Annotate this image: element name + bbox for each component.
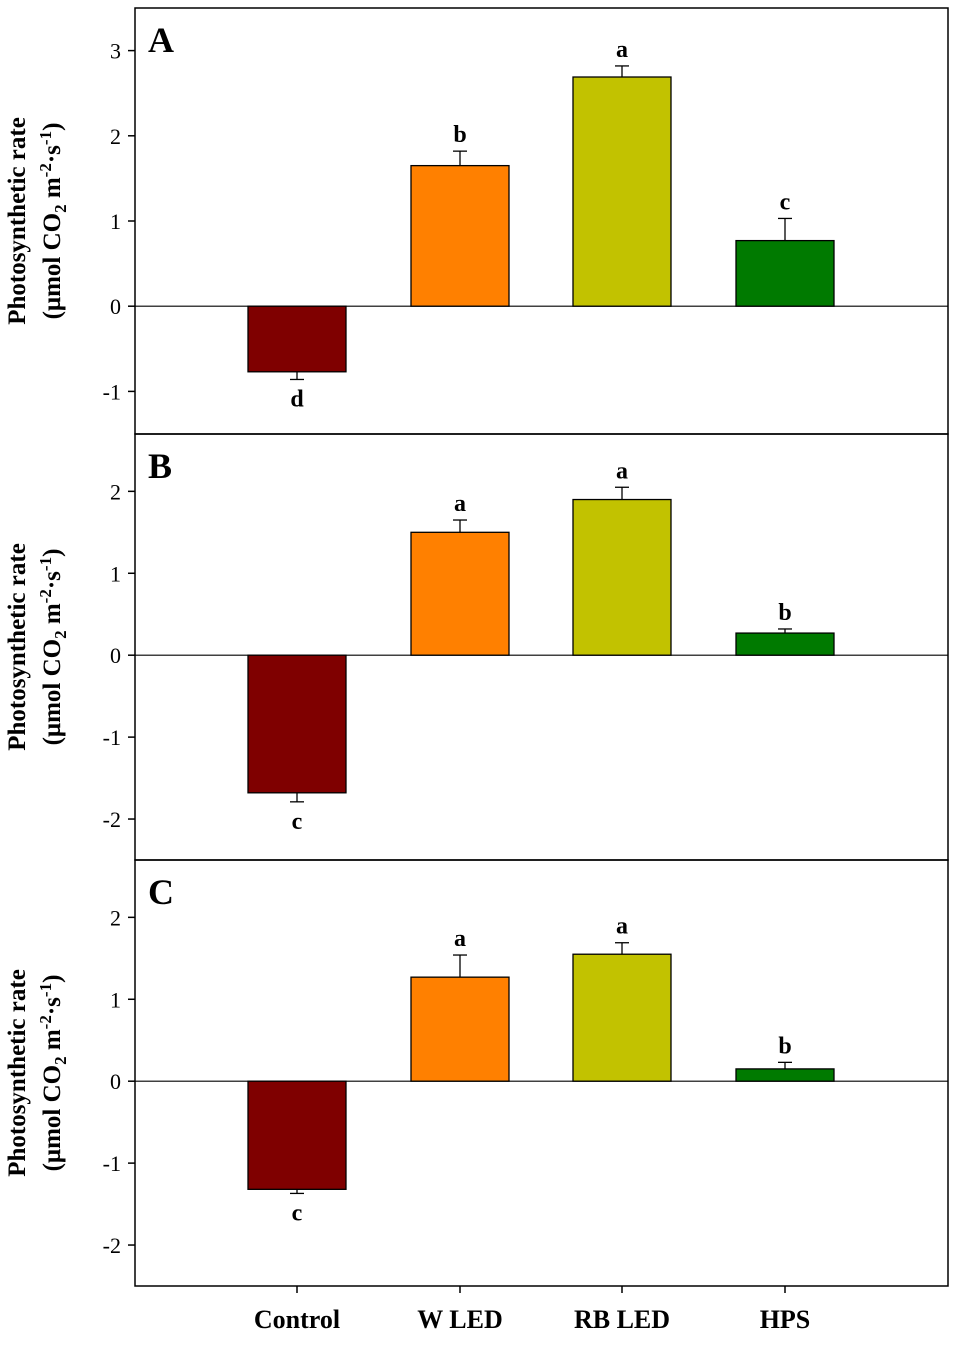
bar-rb-led (572, 498, 672, 656)
y-tick-label: 0 (110, 643, 121, 668)
panel-letter: C (148, 872, 174, 912)
significance-label: c (780, 189, 791, 215)
panel-a: -1 0 1 2 3 d b a c A Photosynthetic rate (μmol CO2 … (4, 7, 949, 435)
panel-letter: A (148, 20, 174, 60)
significance-label: a (454, 926, 466, 952)
bar-w-led (410, 976, 510, 1082)
y-tick-label: 0 (110, 1069, 121, 1094)
y-tick-label: -2 (103, 807, 121, 832)
x-category-label: RB LED (574, 1305, 670, 1334)
significance-label: a (616, 914, 628, 940)
y-axis-label-line1: Photosynthetic rate (4, 117, 31, 325)
y-tick-label: 1 (110, 987, 121, 1012)
y-axis-label-line2: (μmol CO2 m-2·s-1) (36, 975, 70, 1172)
bar-hps (735, 632, 835, 656)
bar-rb-led (572, 76, 672, 307)
x-category-label: HPS (760, 1305, 811, 1334)
significance-label: d (290, 386, 304, 412)
bar-w-led (410, 164, 510, 307)
significance-label: c (292, 809, 303, 835)
panel-b: -2 -1 0 1 2 c a a b B Photosynthetic rate (μmol CO2… (4, 433, 949, 861)
significance-label: b (778, 1033, 791, 1059)
y-axis-label-line2: (μmol CO2 m-2·s-1) (36, 549, 70, 746)
significance-label: c (292, 1200, 303, 1226)
bar-control (247, 1080, 347, 1190)
bar-rb-led (572, 953, 672, 1082)
x-category-label: W LED (417, 1305, 503, 1334)
bar-w-led (410, 531, 510, 656)
bar-control (247, 305, 347, 373)
y-tick-label: 2 (110, 479, 121, 504)
significance-label: b (778, 600, 791, 626)
y-tick-label: 1 (110, 561, 121, 586)
significance-label: a (454, 491, 466, 517)
y-axis-label-line2: (μmol CO2 m-2·s-1) (36, 123, 70, 320)
x-category-label: Control (254, 1305, 340, 1334)
y-axis-label-line1: Photosynthetic rate (4, 969, 31, 1177)
y-tick-label: 1 (110, 209, 121, 234)
y-tick-label: 0 (110, 294, 121, 319)
panel-c: -2 -1 0 1 2 c a a b C Photosynthetic rate (μmol CO2… (4, 859, 949, 1287)
significance-label: a (616, 37, 628, 63)
panel-letter: B (148, 446, 172, 486)
y-tick-label: -2 (103, 1233, 121, 1258)
y-tick-label: 2 (110, 124, 121, 149)
y-tick-label: 2 (110, 905, 121, 930)
y-tick-label: -1 (103, 379, 121, 404)
panel-frame (134, 859, 949, 1287)
y-tick-label: -1 (103, 1151, 121, 1176)
y-axis-label-line1: Photosynthetic rate (4, 543, 31, 751)
significance-label: b (453, 122, 466, 148)
bar-hps (735, 239, 835, 307)
y-tick-label: -1 (103, 725, 121, 750)
significance-label: a (616, 458, 628, 484)
bar-hps (735, 1068, 835, 1082)
y-tick-label: 3 (110, 39, 121, 64)
bar-control (247, 654, 347, 794)
